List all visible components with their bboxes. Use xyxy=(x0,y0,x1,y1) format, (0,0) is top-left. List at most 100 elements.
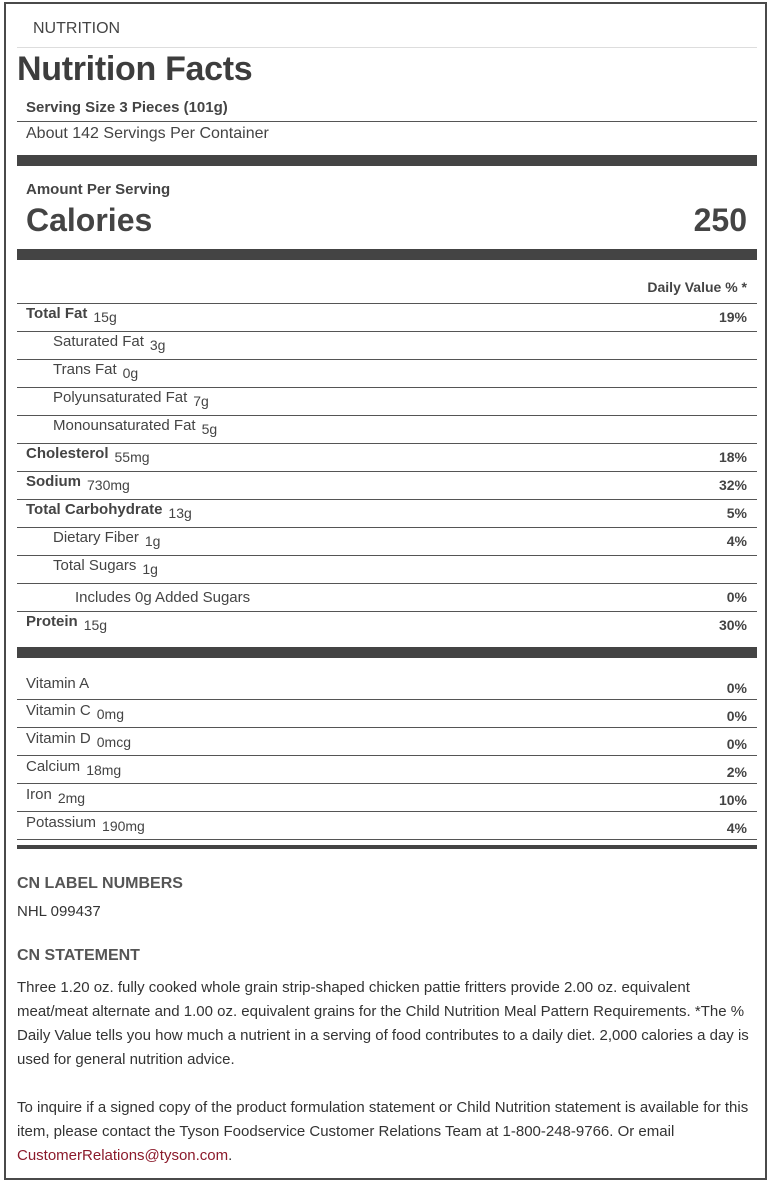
nutrient-name: Total Sugars xyxy=(53,557,137,574)
nutrient-label: Total Fat 15g xyxy=(26,305,117,325)
nutrient-label: Total Carbohydrate 13g xyxy=(26,501,192,521)
divider xyxy=(17,47,757,48)
page-title: Nutrition Facts xyxy=(17,50,253,88)
nutrient-name: Sodium xyxy=(26,473,81,490)
nutrient-amount: 1g xyxy=(142,561,158,577)
nutrient-row: Total Carbohydrate 13g 5% xyxy=(17,499,757,527)
nutrient-daily-value: 0% xyxy=(726,589,747,605)
nutrient-row: Total Fat 15g 19% xyxy=(17,303,757,331)
inquiry-end: . xyxy=(228,1147,233,1164)
nutrient-label: Polyunsaturated Fat 7g xyxy=(53,389,209,409)
vitamin-amount: 18mg xyxy=(86,762,122,778)
nutrient-amount: 1g xyxy=(144,533,161,549)
vitamin-amount: 2mg xyxy=(57,790,86,806)
nutrient-row: Dietary Fiber 1g 4% xyxy=(17,527,757,555)
nutrition-panel xyxy=(4,2,767,1180)
nutrient-label: Dietary Fiber 1g xyxy=(53,529,161,549)
vitamin-name: Vitamin C xyxy=(26,702,91,719)
vitamin-label: Iron 2mg xyxy=(26,786,86,806)
nutrient-amount: 0g xyxy=(122,365,139,381)
nutrient-row: Polyunsaturated Fat 7g xyxy=(17,387,757,415)
servings-per-container: About 142 Servings Per Container xyxy=(26,125,269,142)
email-link[interactable]: CustomerRelations@tyson.com xyxy=(17,1147,229,1164)
calories-label: Calories xyxy=(26,202,153,238)
cn-statement-heading: CN STATEMENT xyxy=(17,947,140,964)
nutrient-label: Protein 15g xyxy=(26,613,108,633)
vitamin-amount: 190mg xyxy=(102,818,145,834)
vitamin-daily-value: 2% xyxy=(726,764,747,780)
nutrient-name: Cholesterol xyxy=(26,445,109,462)
nutrient-name: Protein xyxy=(26,613,78,630)
nutrient-daily-value: 32% xyxy=(718,477,747,493)
nutrient-label: Sodium 730mg xyxy=(26,473,130,493)
vitamin-label: Vitamin C 0mg xyxy=(26,702,124,722)
divider xyxy=(17,845,757,849)
nutrient-row: Monounsaturated Fat 5g xyxy=(17,415,757,443)
nutrient-name: Saturated Fat xyxy=(53,333,144,350)
nutrient-amount: 5g xyxy=(201,421,218,437)
vitamin-daily-value: 4% xyxy=(726,820,747,836)
nutrient-daily-value: 5% xyxy=(726,505,747,521)
nutrient-table: Total Fat 15g 19% Saturated Fat 3g Trans Fat 0… xyxy=(17,303,757,639)
nutrient-name: Trans Fat xyxy=(53,361,117,378)
nutrient-name: Polyunsaturated Fat xyxy=(53,389,188,406)
nutrient-daily-value: 4% xyxy=(726,533,747,549)
nutrient-label: Total Sugars 1g xyxy=(53,557,158,577)
vitamin-label: Potassium 190mg xyxy=(26,814,145,834)
vitamin-daily-value: 0% xyxy=(726,736,747,752)
nutrient-amount: 15g xyxy=(83,617,108,633)
cn-label-heading: CN LABEL NUMBERS xyxy=(17,875,183,892)
vitamin-name: Calcium xyxy=(26,758,81,775)
thick-divider xyxy=(17,647,757,658)
vitamin-daily-value: 0% xyxy=(726,680,747,696)
vitamin-row: Vitamin D 0mcg 0% xyxy=(17,728,757,756)
nutrient-row: Saturated Fat 3g xyxy=(17,331,757,359)
nutrient-amount: 13g xyxy=(168,505,192,521)
thick-divider xyxy=(17,155,757,166)
inquiry-body: To inquire if a signed copy of the produ… xyxy=(17,1099,749,1140)
nutrient-amount: 15g xyxy=(93,309,117,325)
nutrient-amount: 7g xyxy=(193,393,209,409)
vitamin-name: Potassium xyxy=(26,814,97,831)
nutrient-row: Sodium 730mg 32% xyxy=(17,471,757,499)
vitamin-name: Vitamin D xyxy=(26,730,91,747)
vitamin-row: Potassium 190mg 4% xyxy=(17,812,757,840)
vitamin-row: Vitamin C 0mg 0% xyxy=(17,700,757,728)
cn-label-value: NHL 099437 xyxy=(17,903,101,920)
divider xyxy=(17,121,757,122)
nutrient-amount: 730mg xyxy=(87,477,130,493)
nutrient-label: Monounsaturated Fat 5g xyxy=(53,417,218,437)
nutrient-name: Monounsaturated Fat xyxy=(53,417,196,434)
nutrient-row: Total Sugars 1g xyxy=(17,555,757,583)
nutrient-name: Includes 0g Added Sugars xyxy=(75,589,251,606)
calories-value: 250 xyxy=(693,202,747,238)
thick-divider xyxy=(17,249,757,260)
daily-value-header: Daily Value % * xyxy=(647,279,747,295)
cn-statement-text: Three 1.20 oz. fully cooked whole grain … xyxy=(17,979,749,1068)
nutrient-name: Total Carbohydrate xyxy=(26,501,163,518)
nutrient-label: Includes 0g Added Sugars xyxy=(75,589,250,606)
serving-size: Serving Size 3 Pieces (101g) xyxy=(26,99,228,116)
vitamin-daily-value: 0% xyxy=(726,708,747,724)
vitamin-name: Vitamin A xyxy=(26,675,90,692)
nutrient-name: Dietary Fiber xyxy=(53,529,139,546)
vitamin-name: Iron xyxy=(26,786,52,803)
vitamin-row: Iron 2mg 10% xyxy=(17,784,757,812)
nutrient-row: Cholesterol 55mg 18% xyxy=(17,443,757,471)
nutrient-daily-value: 19% xyxy=(718,309,747,325)
nutrient-label: Cholesterol 55mg xyxy=(26,445,150,465)
nutrient-row: Protein 15g 30% xyxy=(17,611,757,639)
nutrient-label: Saturated Fat 3g xyxy=(53,333,166,353)
vitamin-row: Calcium 18mg 2% xyxy=(17,756,757,784)
nutrient-label: Trans Fat 0g xyxy=(53,361,139,381)
nutrient-amount: 3g xyxy=(149,337,166,353)
nutrient-amount: 55mg xyxy=(114,449,150,465)
section-label: NUTRITION xyxy=(33,20,121,37)
vitamin-amount: 0mg xyxy=(96,706,124,722)
vitamin-label: Calcium 18mg xyxy=(26,758,122,778)
vitamin-label: Vitamin A xyxy=(26,675,89,692)
amount-per-serving: Amount Per Serving xyxy=(26,181,171,198)
nutrient-row: Includes 0g Added Sugars 0% xyxy=(17,583,757,611)
nutrient-daily-value: 18% xyxy=(718,449,747,465)
vitamin-row: Vitamin A 0% xyxy=(17,668,757,700)
